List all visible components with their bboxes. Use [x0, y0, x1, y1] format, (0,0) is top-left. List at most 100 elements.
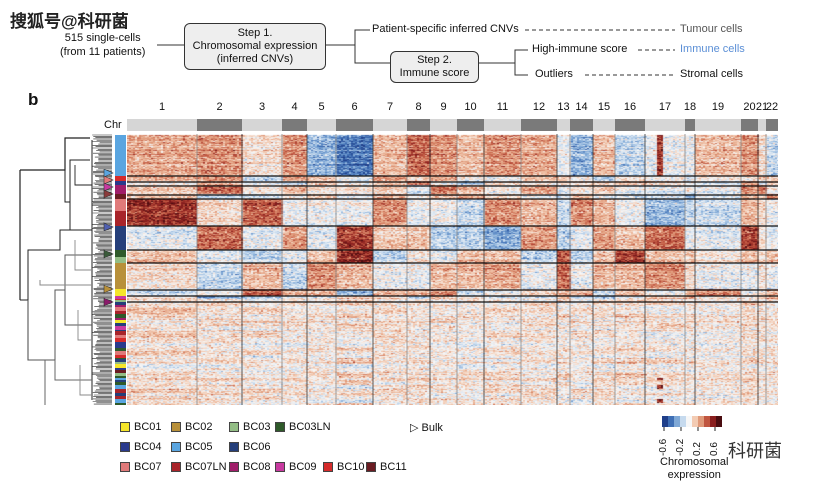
dendrogram-branch — [64, 170, 70, 203]
colorbar-swatch — [668, 416, 674, 427]
chromosome-label-11: 11 — [496, 101, 509, 113]
watermark-top: 搜狐号@科研菌 — [10, 12, 129, 31]
legend-swatch — [171, 462, 181, 472]
legend-item-bc03: BC03 — [229, 421, 271, 433]
legend-swatch — [229, 422, 239, 432]
bulk-marker-icon — [103, 284, 114, 294]
legend-label: BC04 — [134, 441, 162, 453]
annotation-BC03LN — [115, 250, 126, 257]
colorbar-title: Chromosomal expression — [660, 456, 728, 482]
annotation-BC03 — [115, 362, 126, 364]
dendrogram-branch — [20, 229, 92, 301]
dendrogram-branch — [79, 365, 92, 396]
colorbar-swatch — [698, 416, 704, 427]
step2-title: Step 2. — [417, 54, 452, 66]
annotation-BC06 — [115, 302, 126, 305]
chromosome-label-18: 18 — [683, 101, 697, 113]
annotation-BC07 — [115, 199, 126, 211]
annotation-BC10 — [115, 299, 126, 300]
bulk-marker-icon — [103, 249, 114, 259]
annotation-BC07LN — [115, 389, 126, 393]
colorbar — [662, 416, 722, 431]
dendrogram-branch — [39, 280, 92, 286]
annotation-BC01 — [115, 289, 126, 296]
annotation-BC01 — [115, 364, 126, 368]
chromosome-label-13: 13 — [557, 101, 570, 113]
chromosome-label-21: 21 — [755, 101, 769, 113]
annotation-BC03 — [115, 300, 126, 302]
patient-annotation-bar — [103, 135, 126, 405]
legend-label: BC02 — [185, 421, 213, 433]
annotation-BC10 — [115, 355, 126, 358]
chromosome-segment-7 — [373, 119, 407, 131]
annotation-BC03 — [115, 257, 126, 263]
chromosome-label-12: 12 — [532, 101, 546, 113]
legend-item-bc01: BC01 — [120, 421, 162, 433]
annotation-BC03LN — [115, 314, 126, 318]
dendrogram-branch — [77, 310, 92, 341]
legend-label: BC03LN — [289, 421, 331, 433]
chromosome-segment-10 — [457, 119, 484, 131]
bulk-marker-icon — [103, 168, 114, 178]
annotation-BC05 — [115, 385, 126, 389]
dendrogram-branch — [20, 137, 90, 171]
legend-item-bc06: BC06 — [229, 441, 271, 453]
annotation-BC08 — [115, 305, 126, 307]
annotation-BC03 — [115, 373, 126, 376]
annotation-BC06 — [115, 226, 126, 250]
annotation-BC05 — [115, 135, 126, 176]
legend-item-bc11: BC11 — [366, 461, 407, 473]
legend-swatch — [229, 442, 239, 452]
colorbar-title-line-2: expression — [667, 469, 721, 481]
colorbar-swatch — [662, 416, 668, 427]
annotation-BC01 — [115, 320, 126, 323]
chromosome-segment-18 — [685, 119, 695, 131]
chromosome-segment-14 — [570, 119, 593, 131]
flow-connectors — [157, 29, 675, 76]
colorbar-title-line-1: Chromosomal — [660, 456, 729, 468]
legend-item-bc03ln: BC03LN — [275, 421, 331, 433]
step2-line-2: Immune score — [399, 67, 470, 79]
chromosome-segment-2 — [197, 119, 242, 131]
colorbar-tick-label: 0.6 — [709, 442, 720, 456]
step1-box: Step 1. Chromosomal expression (inferred… — [184, 23, 326, 70]
legend-label: BC07 — [134, 461, 162, 473]
branch-cnv-label: Patient-specific inferred CNVs — [372, 23, 519, 35]
chromosome-segment-4 — [282, 119, 307, 131]
legend-swatch — [120, 442, 130, 452]
chromosome-label-8: 8 — [415, 101, 422, 113]
legend-label: BC06 — [243, 441, 271, 453]
legend-swatch — [275, 422, 285, 432]
colorbar-swatch — [716, 416, 722, 427]
legend-item-bc07ln: BC07LN — [171, 461, 227, 473]
legend-item-bc07: BC07 — [120, 461, 162, 473]
chromosome-label-3: 3 — [258, 101, 266, 113]
colorbar-swatch — [686, 416, 692, 427]
panel-label: b — [28, 90, 39, 109]
legend-item-bc02: BC02 — [171, 421, 213, 433]
chromosome-segment-9 — [430, 119, 457, 131]
dendrogram-branch — [27, 300, 55, 361]
colorbar-tick-label: -0.6 — [658, 438, 669, 456]
annotation-BC03LN — [115, 382, 126, 385]
chromosome-label-20: 20 — [743, 101, 756, 113]
output-tumour-cells: Tumour cells — [680, 23, 743, 35]
chromosome-segment-20 — [741, 119, 758, 131]
colorbar-swatch — [692, 416, 698, 427]
chromosome-label-15: 15 — [597, 101, 611, 113]
annotation-BC03LN — [115, 349, 126, 351]
bulk-marker-icon — [103, 189, 114, 199]
colorbar-swatch — [710, 416, 716, 427]
annotation-BC03LN — [115, 348, 126, 349]
annotation-BC08 — [115, 185, 126, 194]
input-line-1: 515 single-cells — [64, 32, 141, 44]
step1-title: Step 1. — [237, 27, 273, 39]
chromosome-label-19: 19 — [711, 101, 725, 113]
annotation-BC07LN — [115, 311, 126, 314]
chromosome-label-14: 14 — [575, 101, 588, 113]
annotation-BC04 — [115, 342, 126, 344]
dendrogram — [19, 134, 112, 405]
dendrogram-branch — [69, 202, 92, 231]
legend-swatch — [323, 462, 333, 472]
